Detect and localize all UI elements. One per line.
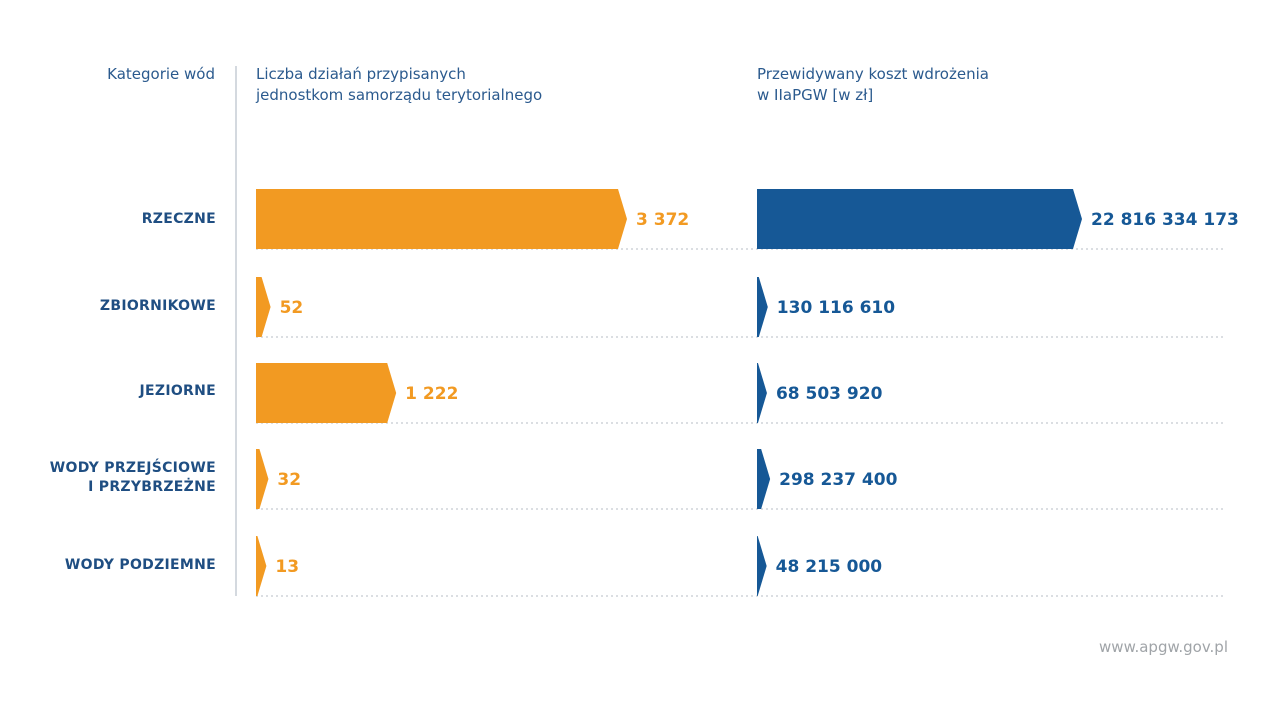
count-header-line1: Liczba działań przypisanych <box>256 65 466 83</box>
row-label-zbiornikowe: ZBIORNIKOWE <box>20 297 216 316</box>
count-value-label: 1 222 <box>405 384 458 404</box>
row-label-rzeczne: RZECZNE <box>20 210 216 229</box>
count-value-label: 3 372 <box>636 210 689 230</box>
count-bar <box>256 449 269 509</box>
cost-bar <box>757 363 767 423</box>
row-label-wody-przejsciowe: WODY PRZEJŚCIOWE I PRZYBRZEŻNE <box>20 459 216 497</box>
cost-bar <box>757 189 1082 249</box>
cost-header-line2: w IIaPGW [w zł] <box>757 86 874 104</box>
row-label-line: WODY PRZEJŚCIOWE <box>49 460 216 476</box>
cost-bar <box>757 536 767 596</box>
count-bar <box>256 363 397 423</box>
row-label-line: ZBIORNIKOWE <box>99 298 216 314</box>
cost-bar <box>757 449 771 509</box>
count-value-label: 52 <box>280 298 304 318</box>
cost-value-label: 48 215 000 <box>776 557 883 577</box>
count-bar <box>256 536 267 596</box>
count-header: Liczba działań przypisanych jednostkom s… <box>256 64 716 106</box>
cost-header: Przewidywany koszt wdrożenia w IIaPGW [w… <box>757 64 1217 106</box>
axis-divider <box>235 66 237 596</box>
count-value-label: 13 <box>275 557 299 577</box>
footer-url: www.apgw.gov.pl <box>1099 638 1228 656</box>
row-label-wody-podziemne: WODY PODZIEMNE <box>20 556 216 575</box>
count-header-line2: jednostkom samorządu terytorialnego <box>256 86 543 104</box>
count-bar <box>256 277 271 337</box>
row-label-jeziorne: JEZIORNE <box>20 382 216 401</box>
cost-value-label: 298 237 400 <box>779 470 897 490</box>
count-bar <box>256 189 627 249</box>
row-label-line: I PRZYBRZEŻNE <box>88 479 216 495</box>
row-label-line: RZECZNE <box>141 211 216 227</box>
cost-header-line1: Przewidywany koszt wdrożenia <box>757 65 989 83</box>
cost-bar <box>757 277 768 337</box>
cost-value-label: 22 816 334 173 <box>1091 210 1239 230</box>
cost-value-label: 68 503 920 <box>776 384 883 404</box>
count-value-label: 32 <box>277 470 301 490</box>
row-label-line: WODY PODZIEMNE <box>64 557 216 573</box>
cost-value-label: 130 116 610 <box>777 298 895 318</box>
category-header: Kategorie wód <box>107 65 215 83</box>
row-label-line: JEZIORNE <box>139 383 216 399</box>
